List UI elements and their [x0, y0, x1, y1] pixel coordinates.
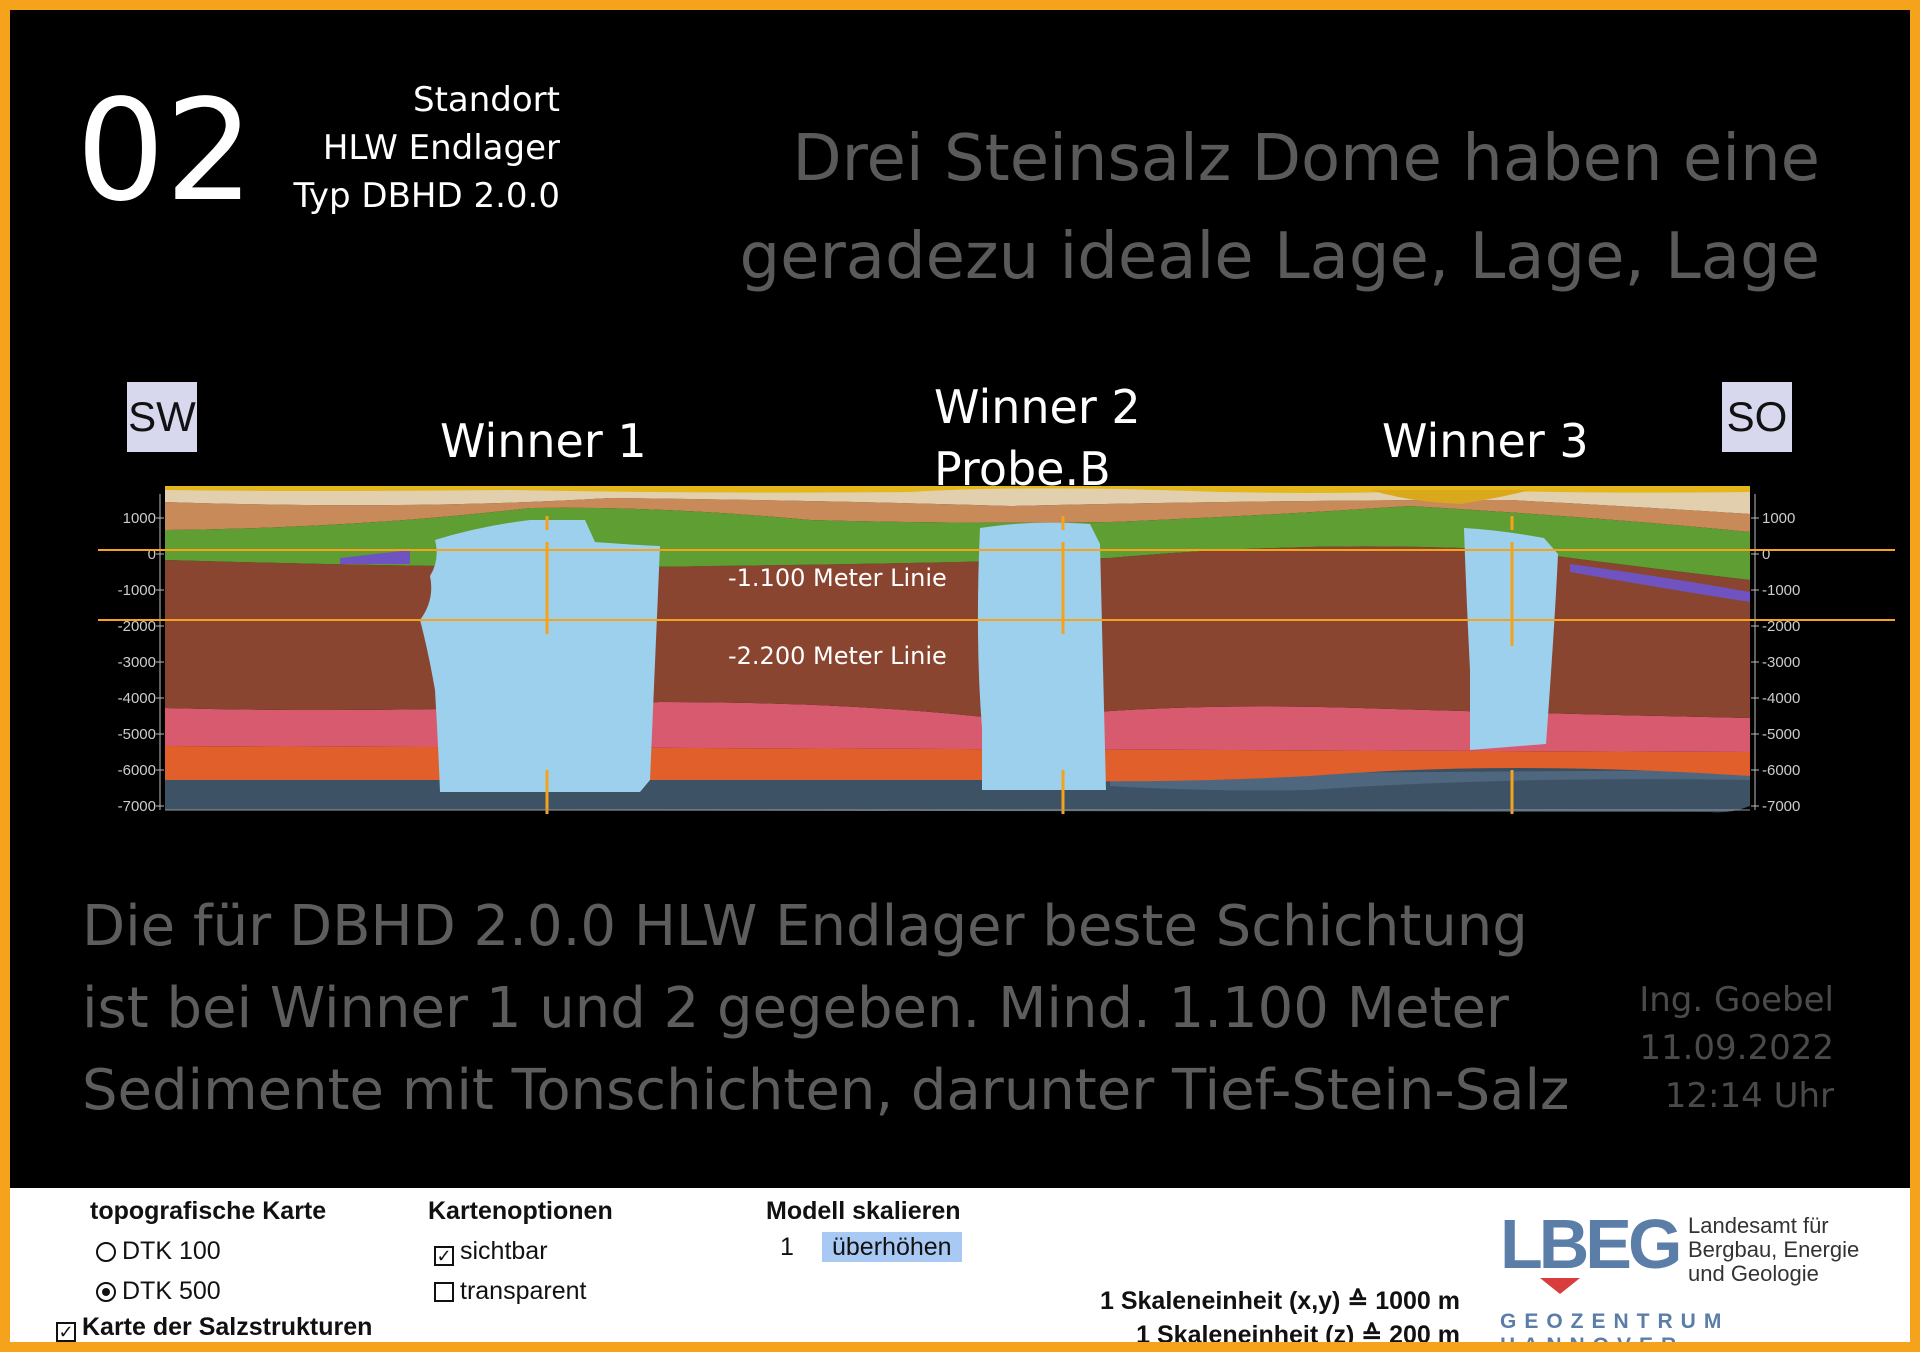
- yellow-pocket: [1370, 490, 1530, 504]
- winner-markers: [545, 516, 1514, 814]
- beige-layer: [165, 488, 1750, 514]
- right-depth-tick-label: -6000: [1762, 762, 1800, 779]
- org-name: Landesamt für Bergbau, Energie und Geolo…: [1688, 1214, 1859, 1286]
- scale-value[interactable]: 1: [780, 1233, 794, 1261]
- salz-option[interactable]: ✓ Karte der Salzstrukturen: [56, 1312, 372, 1342]
- checkbox-checked-icon[interactable]: ✓: [56, 1322, 76, 1342]
- sichtbar-option[interactable]: ✓ sichtbar: [434, 1236, 548, 1266]
- org-line: Landesamt für: [1688, 1213, 1829, 1238]
- dtk100-option[interactable]: DTK 100: [96, 1236, 221, 1266]
- modell-title: Modell skalieren: [766, 1197, 961, 1225]
- ueberhoehen-button[interactable]: überhöhen: [822, 1232, 962, 1262]
- geozentrum-label: GEOZENTRUM HANNOVER: [1500, 1310, 1730, 1342]
- headline-line: geradezu ideale Lage, Lage, Lage: [739, 220, 1820, 294]
- body-line: ist bei Winner 1 und 2 gegeben. Mind. 1.…: [82, 976, 1509, 1041]
- winner-2-label: Winner 2 Probe.B: [934, 376, 1141, 500]
- karten-title: Kartenoptionen: [428, 1197, 613, 1225]
- right-depth-tick-label: -2000: [1762, 618, 1800, 635]
- right-depth-tick-label: -7000: [1762, 798, 1800, 815]
- body-text: Die für DBHD 2.0.0 HLW Endlager beste Sc…: [82, 886, 1582, 1132]
- scale-z: 1 Skaleneinheit (z) ≙ 200 m: [1136, 1321, 1460, 1342]
- author-stamp: Ing. Goebel 11.09.2022 12:14 Uhr: [1639, 976, 1834, 1120]
- salt-dome-winner-2: [977, 522, 1106, 790]
- headline: Drei Steinsalz Dome haben eine geradezu …: [670, 110, 1820, 306]
- checkbox-icon[interactable]: [434, 1282, 454, 1302]
- line-1100-label: -1.100 Meter Linie: [728, 564, 947, 592]
- right-depth-tick-label: -4000: [1762, 690, 1800, 707]
- winner-1-label: Winner 1: [440, 414, 647, 468]
- slide: 02 Standort HLW Endlager Typ DBHD 2.0.0 …: [10, 10, 1910, 1342]
- lbeg-logo-text: LBEG: [1500, 1208, 1679, 1283]
- body-line: Sedimente mit Tonschichten, darunter Tie…: [82, 1058, 1570, 1123]
- body-line: Die für DBHD 2.0.0 HLW Endlager beste Sc…: [82, 894, 1528, 959]
- stamp-author: Ing. Goebel: [1639, 980, 1834, 1020]
- scale-xy: 1 Skaleneinheit (x,y) ≙ 1000 m: [1100, 1287, 1460, 1315]
- standort-line: Standort: [413, 80, 560, 120]
- left-depth-tick-label: 1000: [123, 510, 156, 527]
- purple-lens-left: [340, 550, 410, 564]
- direction-sw: SW: [127, 382, 197, 452]
- checkbox-checked-icon[interactable]: ✓: [434, 1246, 454, 1266]
- right-depth-tick-label: 0: [1762, 546, 1770, 563]
- left-depth-tick-label: -1000: [118, 582, 156, 599]
- dtk500-option[interactable]: DTK 500: [96, 1276, 221, 1306]
- topo-title: topografische Karte: [90, 1197, 327, 1225]
- left-depth-tick-label: 0: [148, 546, 156, 563]
- salt-dome-winner-1: [420, 520, 660, 792]
- standort-line: HLW Endlager: [322, 128, 560, 168]
- lbeg-logo-icon: LBEG: [1500, 1208, 1680, 1294]
- right-depth-tick-label: 1000: [1762, 510, 1795, 527]
- left-depth-tick-label: -5000: [118, 726, 156, 743]
- radio-selected-icon[interactable]: [96, 1282, 116, 1302]
- left-depth-tick-label: -3000: [118, 654, 156, 671]
- winner-2-line: Winner 2: [934, 380, 1141, 434]
- headline-line: Drei Steinsalz Dome haben eine: [792, 122, 1820, 196]
- standort-block: Standort HLW Endlager Typ DBHD 2.0.0: [240, 76, 560, 220]
- standort-line: Typ DBHD 2.0.0: [293, 176, 560, 216]
- purple-lens-right: [1570, 564, 1750, 602]
- right-depth-tick-label: -3000: [1762, 654, 1800, 671]
- yellow-surface-layer: [165, 486, 1750, 493]
- stamp-time: 12:14 Uhr: [1664, 1076, 1834, 1116]
- radio-icon[interactable]: [96, 1242, 116, 1262]
- line-2200-label: -2.200 Meter Linie: [728, 642, 947, 670]
- winner-3-label: Winner 3: [1382, 414, 1589, 468]
- right-depth-tick-label: -1000: [1762, 582, 1800, 599]
- org-line: und Geologie: [1688, 1261, 1819, 1286]
- legend-panel: topografische Karte DTK 100 DTK 500 ✓ Kar…: [10, 1188, 1910, 1342]
- left-depth-tick-label: -4000: [118, 690, 156, 707]
- left-depth-tick-label: -7000: [118, 798, 156, 815]
- slide-number: 02: [76, 70, 255, 233]
- transparent-option[interactable]: transparent: [434, 1276, 586, 1306]
- org-line: Bergbau, Energie: [1688, 1237, 1860, 1262]
- right-depth-tick-label: -5000: [1762, 726, 1800, 743]
- left-depth-tick-label: -6000: [118, 762, 156, 779]
- left-depth-tick-label: -2000: [118, 618, 156, 635]
- stamp-date: 11.09.2022: [1639, 1028, 1834, 1068]
- direction-so: SO: [1722, 382, 1792, 452]
- tan-layer: [165, 498, 1750, 532]
- geological-cross-section: 1000 1000 0 0 -1000 -1000 -2000 -2000 -3000 -3000…: [98, 486, 1895, 815]
